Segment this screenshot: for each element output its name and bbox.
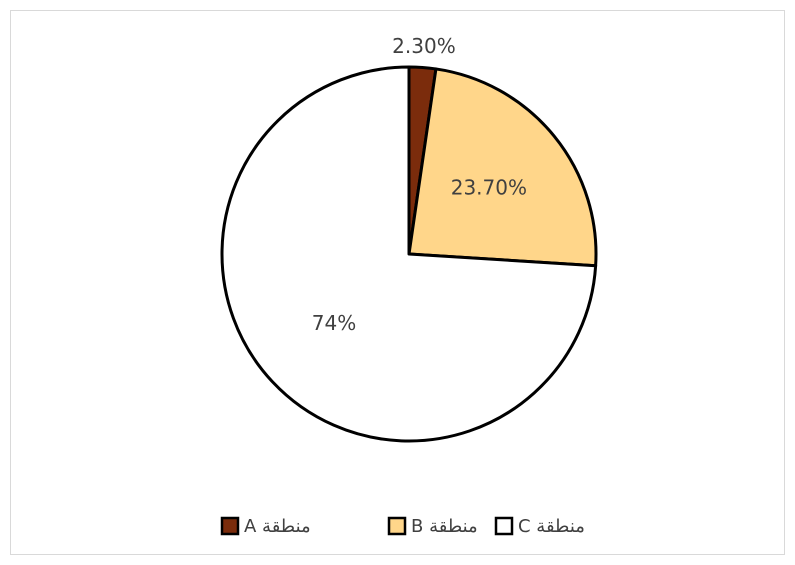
legend-label: منطقة B — [411, 516, 478, 537]
legend-label: منطقة C — [518, 516, 585, 537]
data-label: 2.30% — [392, 34, 456, 58]
data-label: 74% — [312, 311, 356, 335]
legend-label: منطقة A — [244, 516, 311, 537]
pie-slice — [407, 67, 598, 268]
legend-swatch — [387, 516, 407, 536]
pie-slice — [220, 65, 598, 443]
data-label: 23.70% — [451, 176, 527, 200]
legend-swatch — [494, 516, 514, 536]
legend-swatch — [220, 516, 240, 536]
